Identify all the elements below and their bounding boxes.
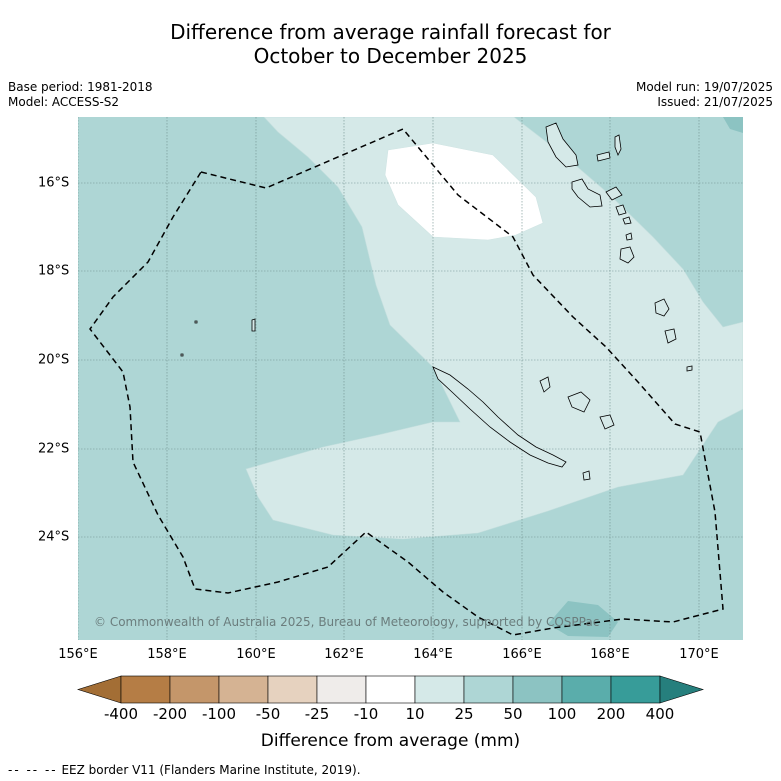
isle-of-pines (582, 470, 591, 481)
colorbar-tick: -25 (304, 705, 330, 723)
meta-left: Base period: 1981-2018 Model: ACCESS-S2 (8, 80, 153, 110)
lon-label: 170°E (679, 647, 719, 662)
lon-label: 160°E (236, 647, 276, 662)
lat-label: 24°S (38, 529, 70, 545)
colorbar-tick: 25 (454, 705, 474, 723)
forecast-map: © Commonwealth of Australia 2025, Bureau… (78, 117, 743, 640)
title-line-1: Difference from average rainfall forecas… (170, 20, 611, 44)
ouvea-island (539, 376, 551, 393)
colorbar-segment (463, 675, 514, 704)
dark-anomaly-patch-north (723, 117, 743, 133)
colorbar-segment (512, 675, 563, 704)
colorbar-tick: -200 (152, 705, 188, 723)
lat-label: 18°S (38, 263, 70, 279)
colorbar-segment (561, 675, 612, 704)
colorbar-segment (414, 675, 465, 704)
colorbar-segment (365, 675, 416, 704)
colorbar-segment (120, 675, 171, 704)
graticule (78, 117, 743, 640)
colorbar-tick: 10 (405, 705, 425, 723)
footnote: -- -- -- EEZ border V11 (Flanders Marine… (8, 763, 361, 777)
colorbar-tick: -10 (353, 705, 379, 723)
near-average-region (384, 142, 544, 241)
lon-label: 168°E (590, 647, 630, 662)
colorbar-extend-low (76, 675, 122, 704)
lon-label: 162°E (324, 647, 364, 662)
title-line-2: October to December 2025 (253, 44, 528, 68)
colorbar-tick: -50 (255, 705, 281, 723)
colorbar-tick: -100 (201, 705, 237, 723)
lon-label: 166°E (502, 647, 542, 662)
colorbar-segment (267, 675, 318, 704)
colorbar-extend-high (659, 675, 705, 704)
vanuatu-islands (180, 122, 693, 372)
lat-label: 20°S (38, 352, 70, 368)
colorbar-tick: 100 (547, 705, 577, 723)
colorbar (76, 675, 705, 704)
new-caledonia-island (432, 366, 567, 468)
light-anomaly-region (245, 117, 743, 540)
chart-title: Difference from average rainfall forecas… (0, 20, 781, 68)
eez-legend-symbol: -- -- -- (8, 763, 58, 777)
colorbar-tick: 50 (503, 705, 523, 723)
model-text: Model: ACCESS-S2 (8, 95, 120, 109)
lifou-island (567, 391, 591, 413)
colorbar-segment (169, 675, 220, 704)
mare-island (599, 414, 615, 430)
eez-border (89, 128, 724, 636)
meta-right: Model run: 19/07/2025 Issued: 21/07/2025 (636, 80, 773, 110)
colorbar-segment (610, 675, 661, 704)
model-run-text: Model run: 19/07/2025 (635, 80, 773, 94)
eez-legend-text: EEZ border V11 (Flanders Marine Institut… (61, 763, 361, 777)
colorbar-segment (218, 675, 269, 704)
lat-label: 16°S (38, 175, 70, 191)
copyright-text: © Commonwealth of Australia 2025, Bureau… (94, 615, 599, 629)
lat-label: 22°S (38, 441, 70, 457)
lon-label: 164°E (413, 647, 453, 662)
colorbar-tick: 400 (645, 705, 675, 723)
lon-label: 158°E (147, 647, 187, 662)
dark-anomaly-patch-south (548, 601, 618, 637)
colorbar-segment (316, 675, 367, 704)
issued-text: Issued: 21/07/2025 (657, 95, 773, 109)
colorbar-tick: -400 (103, 705, 139, 723)
base-period-text: Base period: 1981-2018 (8, 80, 153, 94)
lon-label: 156°E (58, 647, 98, 662)
colorbar-tick: 200 (596, 705, 626, 723)
colorbar-title: Difference from average (mm) (260, 731, 521, 751)
